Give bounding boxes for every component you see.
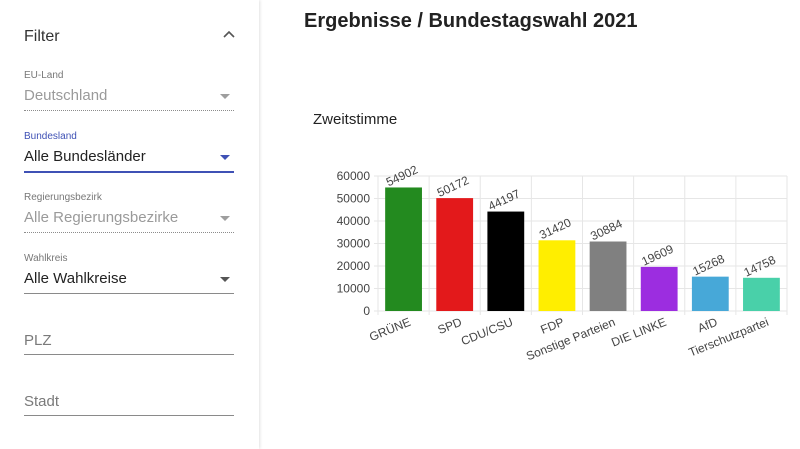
bar-value-label: 50172 — [435, 173, 471, 200]
chevron-up-icon[interactable] — [220, 26, 238, 44]
y-tick-label: 0 — [363, 304, 370, 318]
filter-sidebar: Filter EU-Land Deutschland Bundesland Al… — [0, 0, 259, 449]
plz-placeholder: PLZ — [24, 332, 52, 349]
regierungsbezirk-label: Regierungsbezirk — [24, 192, 102, 203]
page-title: Ergebnisse / Bundestagswahl 2021 — [304, 10, 638, 32]
wahlkreis-label: Wahlkreis — [24, 253, 68, 264]
filter-header[interactable]: Filter — [24, 26, 238, 50]
regierungsbezirk-select[interactable]: Regierungsbezirk Alle Regierungsbezirke — [24, 192, 234, 238]
stadt-underline — [24, 415, 234, 416]
y-tick-label: 50000 — [337, 192, 371, 206]
wahlkreis-underline — [24, 293, 234, 294]
x-tick-label: FDP — [539, 315, 566, 337]
dropdown-arrow-icon — [220, 216, 230, 221]
y-tick-label: 40000 — [337, 214, 371, 228]
y-tick-label: 20000 — [337, 259, 371, 273]
x-tick-label: GRÜNE — [367, 315, 412, 344]
wahlkreis-select[interactable]: Wahlkreis Alle Wahlkreise — [24, 253, 234, 299]
x-tick-label: CDU/CSU — [459, 315, 515, 348]
dropdown-arrow-icon — [220, 277, 230, 282]
bar-value-label: 19609 — [639, 242, 675, 269]
bar[interactable] — [589, 241, 627, 311]
bar-value-label: 54902 — [384, 162, 420, 189]
dropdown-arrow-icon — [220, 94, 230, 99]
zweitstimme-bar-chart: 0 10000 20000 30000 40000 50000 60000 54902 GRÜN… — [337, 162, 788, 363]
bar[interactable] — [743, 277, 780, 311]
bar-value-label: 44197 — [486, 186, 522, 213]
bar[interactable] — [385, 187, 422, 311]
bar[interactable] — [538, 240, 576, 311]
y-tick-label: 10000 — [337, 282, 371, 296]
bar[interactable] — [436, 198, 474, 311]
plz-input[interactable]: PLZ — [24, 332, 234, 358]
x-tick-label: SPD — [436, 315, 464, 337]
stadt-placeholder: Stadt — [24, 393, 60, 410]
bundesland-label: Bundesland — [24, 131, 77, 142]
results-panel: Ergebnisse / Bundestagswahl 2021 Zweitst… — [300, 0, 800, 449]
bundesland-select[interactable]: Bundesland Alle Bundesländer — [24, 131, 234, 177]
y-tick-label: 30000 — [337, 237, 371, 251]
eu-land-value: Deutschland — [24, 87, 108, 104]
bar-value-label: 15268 — [691, 251, 727, 278]
filter-title: Filter — [24, 28, 60, 45]
bundesland-value: Alle Bundesländer — [24, 148, 146, 165]
eu-land-label: EU-Land — [24, 70, 64, 81]
wahlkreis-value: Alle Wahlkreise — [24, 270, 127, 287]
bar[interactable] — [640, 266, 678, 311]
section-title: Zweitstimme — [313, 111, 398, 128]
bar-value-label: 14758 — [742, 253, 778, 280]
x-tick-label: Sonstige Parteien — [524, 315, 617, 363]
eu-land-select[interactable]: EU-Land Deutschland — [24, 70, 234, 116]
bar[interactable] — [487, 211, 525, 311]
y-tick-label: 60000 — [337, 169, 371, 183]
bar-value-label: 31420 — [537, 215, 573, 242]
dropdown-arrow-icon — [220, 155, 230, 160]
x-tick-label: DIE LINKE — [609, 315, 668, 350]
regierungsbezirk-value: Alle Regierungsbezirke — [24, 209, 179, 226]
plz-underline — [24, 354, 234, 355]
regierungsbezirk-underline — [24, 232, 234, 233]
bar[interactable] — [691, 276, 729, 311]
eu-land-underline — [24, 110, 234, 111]
x-tick-label: AfD — [696, 315, 720, 336]
bundesland-underline — [24, 171, 234, 173]
stadt-input[interactable]: Stadt — [24, 393, 234, 419]
bar-value-label: 30884 — [588, 216, 624, 243]
